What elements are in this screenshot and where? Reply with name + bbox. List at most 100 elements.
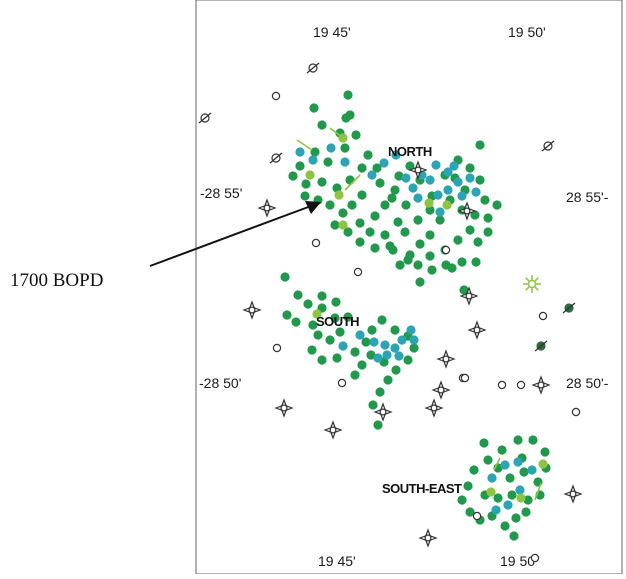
gas-well-symbol <box>471 187 481 197</box>
map-frame <box>195 0 623 575</box>
oil-well-symbol <box>447 263 457 273</box>
oil-well-symbol <box>493 493 503 503</box>
abandoned-well-symbol <box>198 112 212 124</box>
oil-well-symbol <box>475 140 485 150</box>
oil-well-symbol <box>471 257 481 267</box>
oil-well-symbol <box>528 435 538 445</box>
deviation-line <box>329 127 344 139</box>
oil-well-symbol <box>357 190 367 200</box>
oil-well-symbol <box>293 290 303 300</box>
dry-hole-symbol <box>530 553 540 563</box>
oil-well-symbol <box>390 185 400 195</box>
oil-well-symbol <box>540 447 550 457</box>
gas-well-symbol <box>457 191 467 201</box>
oil-well-symbol <box>343 90 353 100</box>
oil-well-symbol <box>395 260 405 270</box>
gas-well-symbol <box>435 207 445 217</box>
abandoned-well-symbol <box>534 340 548 352</box>
field-label-south: SOUTH <box>316 314 359 329</box>
gas-well-symbol <box>443 185 453 195</box>
oil-well-symbol <box>323 157 333 167</box>
oil-well-symbol <box>393 217 403 227</box>
oil-well-symbol <box>492 200 502 210</box>
oil-well-symbol <box>325 335 335 345</box>
dry-hole-symbol <box>272 343 282 353</box>
oil-well-symbol <box>500 521 510 531</box>
annotation-arrowhead <box>305 201 321 214</box>
gas-well-symbol <box>355 330 365 340</box>
dry-hole-star-symbol <box>467 320 487 340</box>
left-latitude-2: -28 50' <box>199 375 241 391</box>
oil-well-symbol <box>355 237 365 247</box>
oil-well-symbol <box>280 272 290 282</box>
dry-hole-star-symbol <box>563 484 583 504</box>
gas-well-symbol <box>491 505 501 515</box>
oil-well-symbol <box>367 325 377 335</box>
dry-hole-symbol <box>337 378 347 388</box>
oil-well-symbol <box>366 350 376 360</box>
oil-well-symbol <box>403 255 413 265</box>
oil-well-symbol <box>391 365 401 375</box>
oil-well-symbol <box>497 445 507 455</box>
oil-well-symbol <box>425 251 435 261</box>
dry-hole-star-symbol <box>431 380 451 400</box>
oil-well-symbol <box>347 200 357 210</box>
oil-well-symbol <box>470 210 480 220</box>
deviation-line <box>344 174 361 191</box>
oil-well-symbol <box>365 227 375 237</box>
oil-well-symbol <box>465 163 475 173</box>
right-latitude-1: 28 55'- <box>566 189 609 205</box>
oil-well-symbol <box>375 387 385 397</box>
oil-well-symbol <box>405 161 415 171</box>
oil-well-symbol <box>457 495 467 505</box>
oil-well-symbol <box>338 208 348 218</box>
deviation-line <box>493 457 501 471</box>
oil-well-symbol <box>332 353 342 363</box>
gas-well-symbol <box>397 335 407 345</box>
oil-well-symbol <box>317 120 327 130</box>
oil-well-symbol <box>282 310 292 320</box>
gas-well-symbol <box>515 485 525 495</box>
bottom-longitude-1: 19 45' <box>318 553 356 569</box>
oil-well-symbol <box>383 375 393 385</box>
oil-well-symbol <box>309 103 319 113</box>
abandoned-well-symbol <box>269 152 283 164</box>
light-oil-well-symbol <box>305 170 315 180</box>
deviation-line <box>534 482 542 501</box>
gas-well-symbol <box>449 161 459 171</box>
dry-hole-star-symbol <box>373 402 393 422</box>
dry-hole-star-symbol <box>418 528 438 548</box>
abandoned-well-symbol <box>306 62 320 74</box>
oil-well-symbol <box>370 243 380 253</box>
oil-well-symbol <box>521 507 531 517</box>
oil-well-symbol <box>373 420 383 430</box>
oil-well-symbol <box>345 175 355 185</box>
gas-well-symbol <box>390 343 400 353</box>
oil-well-symbol <box>370 211 380 221</box>
oil-well-symbol <box>310 147 320 157</box>
gas-well-symbol <box>369 337 379 347</box>
oil-well-symbol <box>435 215 445 225</box>
oil-well-symbol <box>511 513 521 523</box>
dry-hole-symbol <box>353 267 363 277</box>
oil-well-symbol <box>291 317 301 327</box>
oil-well-symbol <box>415 277 425 287</box>
gas-well-symbol <box>295 147 305 157</box>
dry-hole-star-symbol <box>459 286 479 306</box>
light-oil-well-symbol <box>312 309 322 319</box>
oil-well-symbol <box>300 191 310 201</box>
gas-well-symbol <box>409 335 419 345</box>
oil-well-symbol <box>425 205 435 215</box>
oil-well-symbol <box>357 163 367 173</box>
oil-well-symbol <box>355 218 365 228</box>
annotation-label: 1700 BOPD <box>10 270 103 291</box>
oil-well-symbol <box>317 355 327 365</box>
oil-well-symbol <box>463 481 473 491</box>
oil-well-symbol <box>415 239 425 249</box>
dry-hole-star-symbol <box>457 201 477 221</box>
oil-well-symbol <box>380 230 390 240</box>
oil-well-symbol <box>465 225 475 235</box>
oil-well-symbol <box>317 177 327 187</box>
oil-well-symbol <box>483 455 493 465</box>
